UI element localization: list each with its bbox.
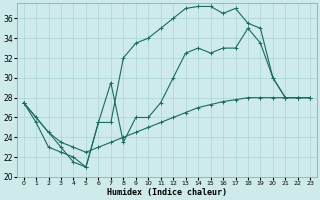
X-axis label: Humidex (Indice chaleur): Humidex (Indice chaleur)	[107, 188, 227, 197]
